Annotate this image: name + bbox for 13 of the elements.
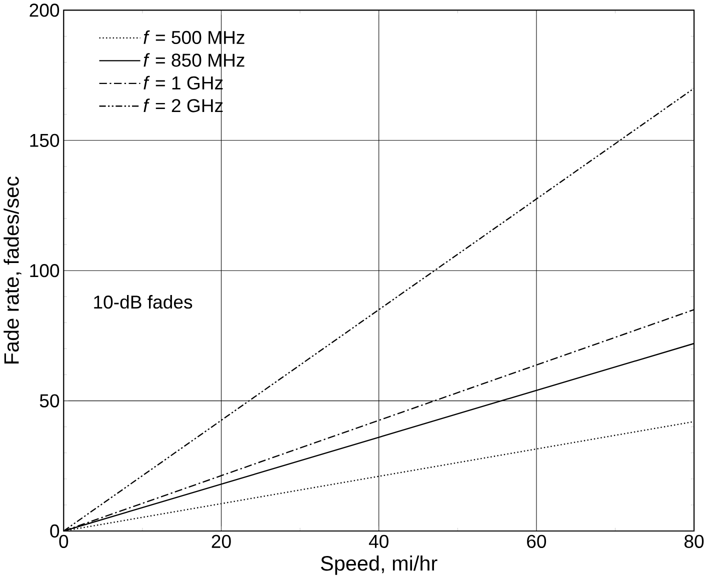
x-axis-title: Speed, mi/hr xyxy=(320,555,438,575)
x-tick-label: 60 xyxy=(527,534,546,548)
x-tick-label: 40 xyxy=(368,534,388,548)
y-axis-title: Fade rate, fades/sec xyxy=(4,176,22,364)
x-tick-label: 0 xyxy=(59,534,68,548)
y-tick-label: 0 xyxy=(50,524,60,538)
y-tick-label: 100 xyxy=(30,264,60,277)
y-tick-label: 200 xyxy=(30,3,60,17)
y-tick-label: 150 xyxy=(30,134,60,147)
y-tick-label: 50 xyxy=(40,394,60,408)
x-tick-label: 20 xyxy=(212,534,231,548)
x-tick-label: 80 xyxy=(684,534,704,548)
annotation: 10-dB fades xyxy=(94,294,192,308)
